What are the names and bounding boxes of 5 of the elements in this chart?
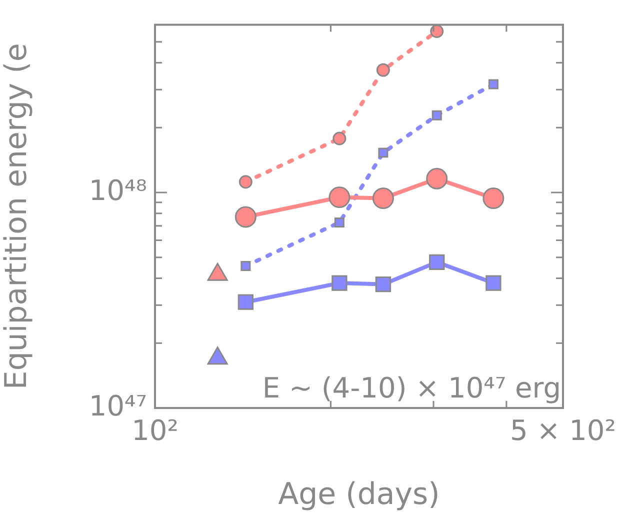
x-tick-label: 5 × 10² bbox=[510, 414, 616, 448]
annotation: E ~ (4-10) × 10⁴⁷ erg bbox=[262, 371, 561, 404]
y-axis-title: Equipartition energy (e bbox=[0, 43, 34, 390]
x-axis-title: Age (days) bbox=[278, 476, 440, 512]
y-tick-label: 10⁴⁸ bbox=[88, 174, 147, 207]
